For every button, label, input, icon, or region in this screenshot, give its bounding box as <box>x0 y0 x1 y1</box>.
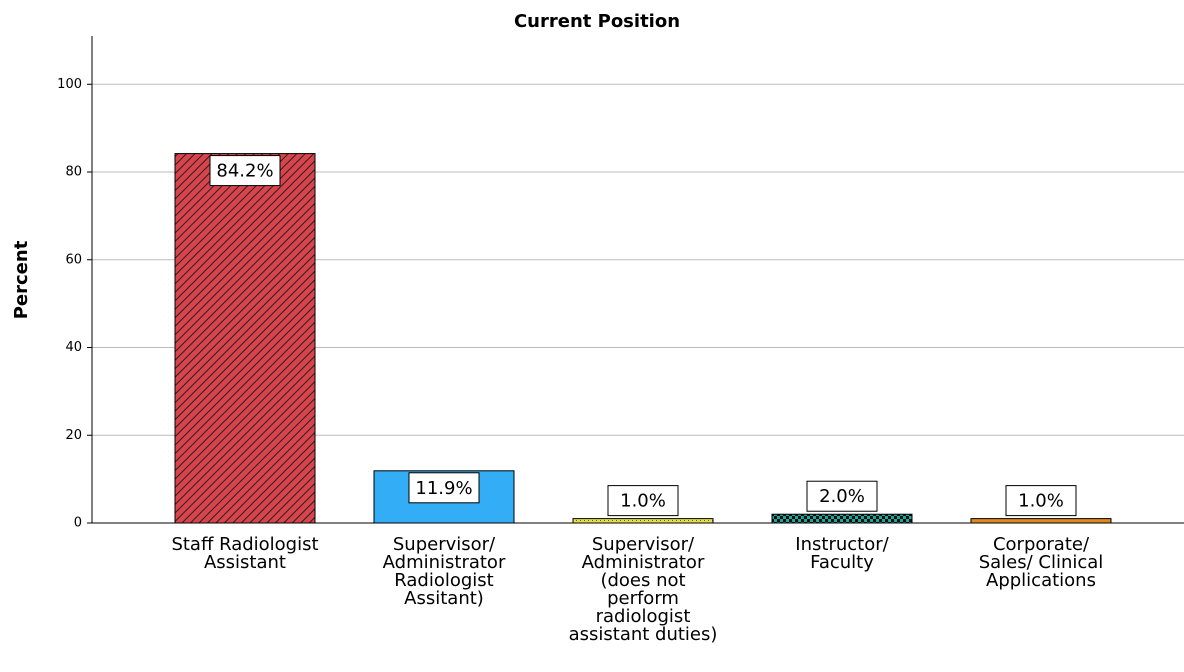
value-label-box <box>209 155 281 187</box>
y-tick-label: 100 <box>57 77 82 92</box>
value-label: 1.0% <box>620 491 666 512</box>
x-tick-label: Corporate/Sales/ Clinical Applications <box>979 534 1104 591</box>
value-label: 84.2% <box>216 161 273 182</box>
y-tick-label: 80 <box>65 165 82 180</box>
x-tick-label: Supervisor/Administrator (does not perform… <box>569 534 718 645</box>
value-label: 1.0% <box>1018 491 1064 512</box>
chart-title: Current Position <box>514 11 680 32</box>
bar <box>572 518 714 524</box>
y-tick-label: 60 <box>65 252 82 267</box>
y-axis-label: Percent <box>11 240 32 319</box>
value-label: 2.0% <box>819 486 865 507</box>
x-tick-label: Staff Radiologist Assistant <box>171 534 318 573</box>
bar <box>970 518 1112 524</box>
value-label-box <box>806 480 878 512</box>
bar <box>771 513 913 524</box>
value-label: 11.9% <box>415 478 472 499</box>
value-label-box <box>408 472 480 504</box>
y-tick-label: 0 <box>74 516 82 531</box>
y-tick-label: 20 <box>65 428 82 443</box>
value-label-box <box>607 485 679 517</box>
y-tick-label: 40 <box>65 340 82 355</box>
x-tick-label: Instructor/Faculty <box>795 534 889 573</box>
value-label-box <box>1005 485 1077 517</box>
x-tick-label: Supervisor/Administrator Radiologist Assit… <box>383 534 506 609</box>
bar <box>174 153 316 524</box>
